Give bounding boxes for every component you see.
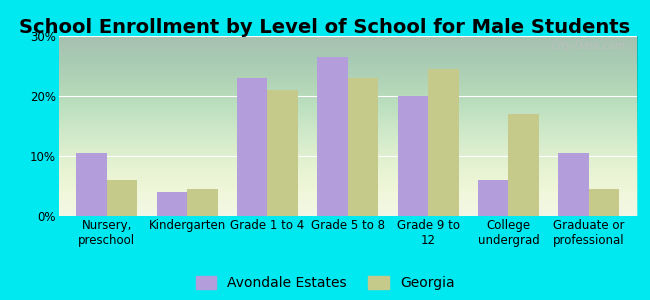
- Bar: [478, 180, 508, 216]
- Bar: [107, 180, 137, 216]
- Bar: [157, 192, 187, 216]
- Bar: [317, 57, 348, 216]
- Bar: [267, 90, 298, 216]
- Bar: [589, 189, 619, 216]
- Bar: [428, 69, 459, 216]
- Bar: [398, 96, 428, 216]
- Bar: [508, 114, 539, 216]
- Bar: [76, 153, 107, 216]
- Text: City-Data.com: City-Data.com: [551, 41, 625, 51]
- Bar: [348, 78, 378, 216]
- Bar: [237, 78, 267, 216]
- Bar: [187, 189, 218, 216]
- Legend: Avondale Estates, Georgia: Avondale Estates, Georgia: [196, 276, 454, 290]
- Bar: [558, 153, 589, 216]
- Text: School Enrollment by Level of School for Male Students: School Enrollment by Level of School for…: [20, 18, 630, 37]
